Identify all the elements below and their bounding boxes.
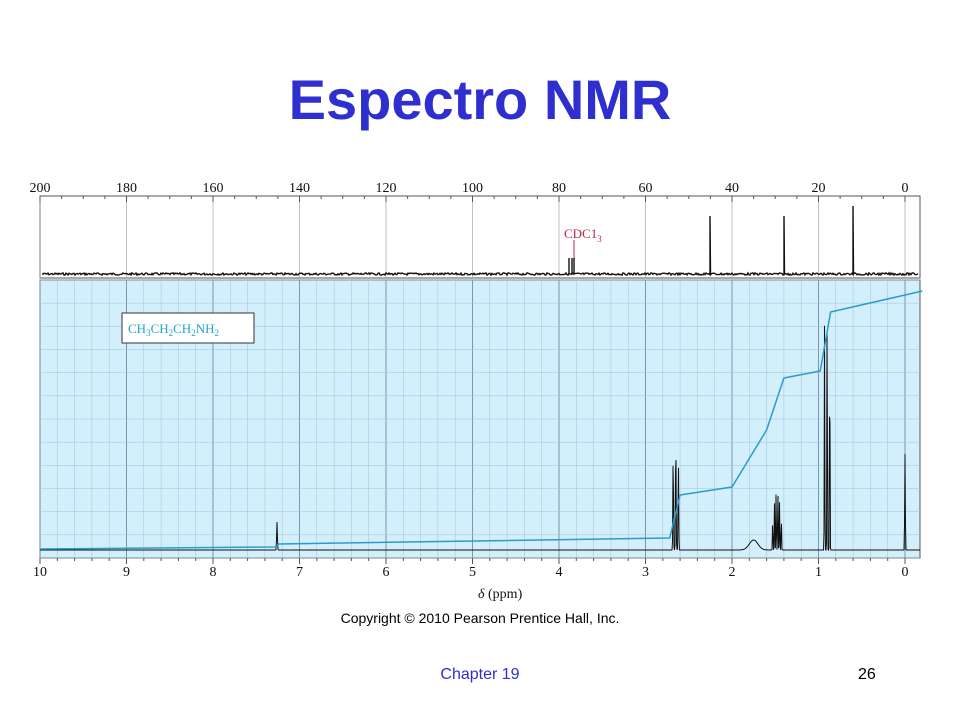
integration-curve	[39, 290, 923, 550]
carbon-tick-label: 0	[902, 181, 909, 196]
proton-tick-label: 3	[642, 565, 649, 580]
carbon-tick-label: 100	[462, 181, 483, 196]
carbon-tick-label: 160	[203, 181, 224, 196]
carbon-tick-label: 140	[289, 181, 310, 196]
copyright-notice: Copyright © 2010 Pearson Prentice Hall, …	[340, 610, 620, 626]
proton-grid	[39, 279, 920, 559]
solvent-label: CDC13	[564, 226, 602, 244]
carbon-tick-label: 60	[639, 181, 653, 196]
proton-axis-ticks: 10 9 8 7 6 5 4 3 2 1 0	[33, 558, 909, 580]
footer-chapter: Chapter 19	[440, 666, 520, 683]
proton-tick-label: 4	[556, 565, 563, 580]
proton-tick-label: 6	[383, 565, 390, 580]
proton-tick-label: 9	[123, 565, 130, 580]
proton-tick-label: 1	[815, 565, 822, 580]
proton-tick-label: 0	[902, 565, 909, 580]
proton-x-axis-label: δ (ppm)	[478, 587, 523, 602]
solvent-annotation: CDC13	[564, 226, 602, 258]
carbon-tick-label: 200	[30, 181, 51, 196]
carbon-tick-label: 180	[116, 181, 137, 196]
proton-tick-label: 8	[210, 565, 217, 580]
proton-tick-label: 10	[33, 565, 47, 580]
page-title: Espectro NMR	[288, 68, 672, 131]
carbon-tick-label: 120	[376, 181, 397, 196]
compound-label-box: CH3CH2CH2NH2	[121, 312, 255, 344]
proton-spectrum-trace	[40, 325, 920, 552]
carbon-axis-ticks: 200 180 160 140 120 100 80 60 40 20 0	[30, 181, 909, 202]
carbon-grid	[39, 196, 906, 278]
page-number: 26	[858, 666, 876, 683]
compound-formula: CH3CH2CH2NH2	[128, 321, 219, 338]
proton-tick-label: 7	[296, 565, 303, 580]
proton-tick-label: 2	[729, 565, 736, 580]
carbon-tick-label: 40	[725, 181, 739, 196]
carbon-tick-label: 20	[812, 181, 826, 196]
proton-tick-label: 5	[469, 565, 476, 580]
carbon-tick-label: 80	[552, 181, 566, 196]
carbon-spectrum-trace	[41, 205, 919, 277]
carbon-plot-frame	[39, 195, 921, 279]
